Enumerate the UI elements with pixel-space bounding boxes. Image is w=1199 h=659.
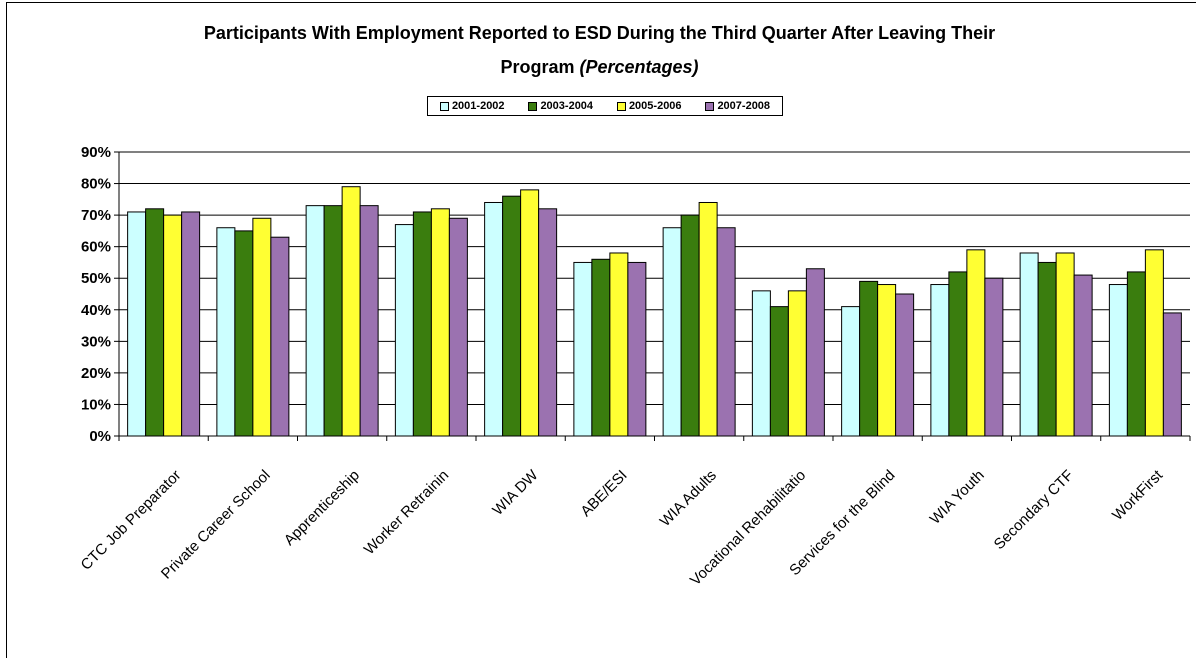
- bar-1-11: [1126, 271, 1146, 437]
- bar-0-10: [1019, 252, 1039, 437]
- bar-3-7: [805, 268, 825, 437]
- bar-2-3: [430, 208, 450, 437]
- x-tick-label-9: WIA Youth: [927, 467, 988, 528]
- bar-1-9: [948, 271, 968, 437]
- y-tick-label-2: 20%: [81, 365, 111, 382]
- bar-3-6: [716, 227, 736, 437]
- bar-1-7: [769, 306, 789, 437]
- x-tick-label-4: WIA DW: [489, 466, 542, 519]
- bar-0-11: [1108, 284, 1128, 437]
- bar-0-5: [573, 261, 593, 437]
- bar-0-9: [930, 284, 950, 437]
- legend-swatch-2: [616, 101, 626, 111]
- bar-3-1: [270, 236, 290, 437]
- x-tick-label-0: CTC Job Preparator: [78, 467, 185, 574]
- bar-3-10: [1073, 274, 1093, 437]
- chart-title: Participants With Employment Reported to…: [0, 16, 1199, 84]
- bar-0-4: [484, 201, 504, 437]
- chart-title-percentages: (Percentages): [579, 57, 699, 77]
- bar-0-3: [394, 224, 414, 437]
- bar-3-2: [359, 205, 379, 437]
- bar-2-2: [341, 186, 361, 437]
- bar-3-8: [895, 293, 915, 437]
- bar-2-11: [1144, 249, 1164, 437]
- bar-3-11: [1162, 312, 1182, 437]
- legend-label-2: 2005-2006: [628, 100, 682, 112]
- bar-2-10: [1055, 252, 1075, 437]
- bar-1-2: [323, 205, 343, 437]
- bar-0-8: [841, 306, 861, 437]
- y-tick-label-6: 60%: [81, 239, 111, 256]
- y-tick-label-4: 40%: [81, 302, 111, 319]
- legend-item-0: 2001-2002: [439, 100, 505, 112]
- bar-1-3: [412, 211, 432, 437]
- chart-legend: 2001-2002 2003-2004 2005-2006 2007-2008: [427, 96, 783, 116]
- legend-item-3: 2007-2008: [705, 100, 770, 112]
- bar-2-5: [609, 252, 629, 437]
- bar-3-9: [984, 277, 1004, 437]
- bar-1-0: [145, 208, 165, 437]
- bar-2-7: [787, 290, 807, 437]
- bar-0-7: [751, 290, 771, 437]
- legend-item-1: 2003-2004: [528, 100, 593, 112]
- chart-frame: [6, 2, 1196, 658]
- chart-title-line1: Participants With Employment Reported to…: [203, 23, 996, 43]
- x-tick-label-5: ABE/ESI: [577, 467, 630, 520]
- bar-1-1: [234, 230, 254, 437]
- bar-2-6: [698, 201, 718, 437]
- legend-swatch-1: [528, 101, 538, 111]
- y-tick-label-1: 10%: [81, 396, 111, 413]
- y-tick-label-8: 80%: [81, 176, 111, 193]
- y-tick-label-7: 70%: [81, 207, 111, 224]
- legend-swatch-0: [439, 101, 449, 111]
- x-tick-label-3: Worker Retrainin: [361, 467, 452, 558]
- x-tick-label-2: Apprenticeship: [281, 467, 363, 549]
- bar-2-1: [252, 217, 272, 437]
- y-tick-label-0: 0%: [89, 428, 111, 445]
- x-tick-label-10: Secondary CTF: [991, 467, 1077, 553]
- bar-3-3: [448, 217, 468, 437]
- bar-3-4: [538, 208, 558, 437]
- bar-1-5: [591, 258, 611, 437]
- chart-title-program: Program: [500, 57, 575, 77]
- legend-item-2: 2005-2006: [616, 100, 682, 112]
- y-tick-label-3: 30%: [81, 333, 111, 350]
- y-tick-label-5: 50%: [81, 270, 111, 287]
- bar-2-0: [163, 214, 183, 437]
- bar-3-5: [627, 261, 647, 437]
- legend-swatch-3: [705, 101, 715, 111]
- bar-0-2: [305, 205, 325, 437]
- bar-0-0: [127, 211, 147, 437]
- bar-1-4: [502, 195, 522, 437]
- bar-3-0: [181, 211, 201, 437]
- x-tick-label-11: WorkFirst: [1109, 466, 1167, 524]
- bar-1-8: [859, 280, 879, 437]
- bar-0-6: [662, 227, 682, 437]
- chart-title-line2: Program (Percentages): [0, 50, 1199, 84]
- bar-0-1: [216, 227, 236, 437]
- x-tick-label-6: WIA Adults: [657, 467, 720, 530]
- legend-label-0: 2001-2002: [451, 100, 505, 112]
- legend-label-3: 2007-2008: [717, 100, 771, 112]
- bar-2-4: [520, 189, 540, 437]
- bar-2-8: [877, 284, 897, 437]
- legend-label-1: 2003-2004: [540, 100, 594, 112]
- bar-1-10: [1037, 261, 1057, 437]
- bar-1-6: [680, 214, 700, 437]
- bar-2-9: [966, 249, 986, 437]
- y-tick-label-9: 90%: [81, 144, 111, 161]
